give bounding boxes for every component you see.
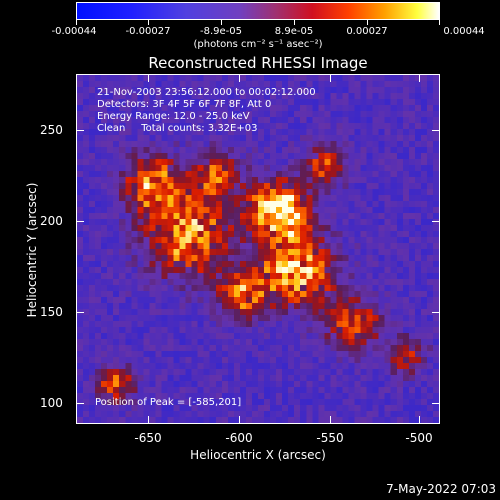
colorbar-tick-label: 8.9e-05: [274, 26, 314, 37]
colorbar-tick: [439, 20, 440, 25]
x-axis-title: Heliocentric X (arcsec): [190, 448, 326, 462]
colorbar-tick: [76, 20, 77, 25]
y-axis-title: Heliocentric Y (arcsec): [25, 182, 39, 318]
colorbar-tick-label: 0.00027: [346, 26, 388, 37]
y-tick-label: 200: [40, 214, 63, 228]
y-tick: [76, 130, 84, 131]
colorbar-tick-label: -8.9e-05: [200, 26, 242, 37]
x-tick: [148, 74, 149, 82]
colorbar-tick: [148, 20, 149, 25]
x-tick: [239, 416, 240, 424]
y-tick-label: 100: [40, 396, 63, 410]
x-tick: [330, 74, 331, 82]
plot-timestamp: 7-May-2022 07:03: [386, 482, 496, 496]
y-tick: [432, 130, 440, 131]
rhessi-heatmap: [77, 75, 439, 423]
y-tick: [432, 403, 440, 404]
x-tick-label: -600: [225, 431, 253, 445]
colorbar-tick-label: 0.00044: [443, 26, 485, 37]
info-energy-range: Energy Range: 12.0 - 25.0 keV: [97, 111, 250, 122]
x-tick-label: -500: [405, 431, 433, 445]
y-tick-label: 250: [40, 123, 63, 137]
x-tick: [419, 74, 420, 82]
info-counts: Clean Total counts: 3.32E+03: [97, 123, 258, 134]
y-tick: [76, 403, 84, 404]
colorbar-tick-label: -0.00027: [125, 26, 171, 37]
info-time-range: 21-Nov-2003 23:56:12.000 to 00:02:12.000: [97, 87, 316, 98]
colorbar: [76, 2, 440, 20]
colorbar-tick: [294, 20, 295, 25]
y-tick: [76, 221, 84, 222]
x-tick: [239, 74, 240, 82]
y-tick: [76, 312, 84, 313]
x-tick: [330, 416, 331, 424]
colorbar-units: (photons cm⁻² s⁻¹ asec⁻²): [193, 39, 323, 50]
plot-title: Reconstructed RHESSI Image: [148, 54, 368, 72]
y-tick: [432, 312, 440, 313]
colorbar-tick-label: -0.00044: [51, 26, 97, 37]
peak-position-label: Position of Peak = [-585,201]: [95, 397, 242, 408]
x-tick-label: -550: [316, 431, 344, 445]
colorbar-tick: [221, 20, 222, 25]
image-panel: 21-Nov-2003 23:56:12.000 to 00:02:12.000…: [76, 74, 440, 424]
x-tick: [148, 416, 149, 424]
info-detectors: Detectors: 3F 4F 5F 6F 7F 8F, Att 0: [97, 99, 272, 110]
x-tick-label: -650: [134, 431, 162, 445]
y-tick: [432, 221, 440, 222]
x-tick: [419, 416, 420, 424]
y-tick-label: 150: [40, 305, 63, 319]
colorbar-tick: [367, 20, 368, 25]
